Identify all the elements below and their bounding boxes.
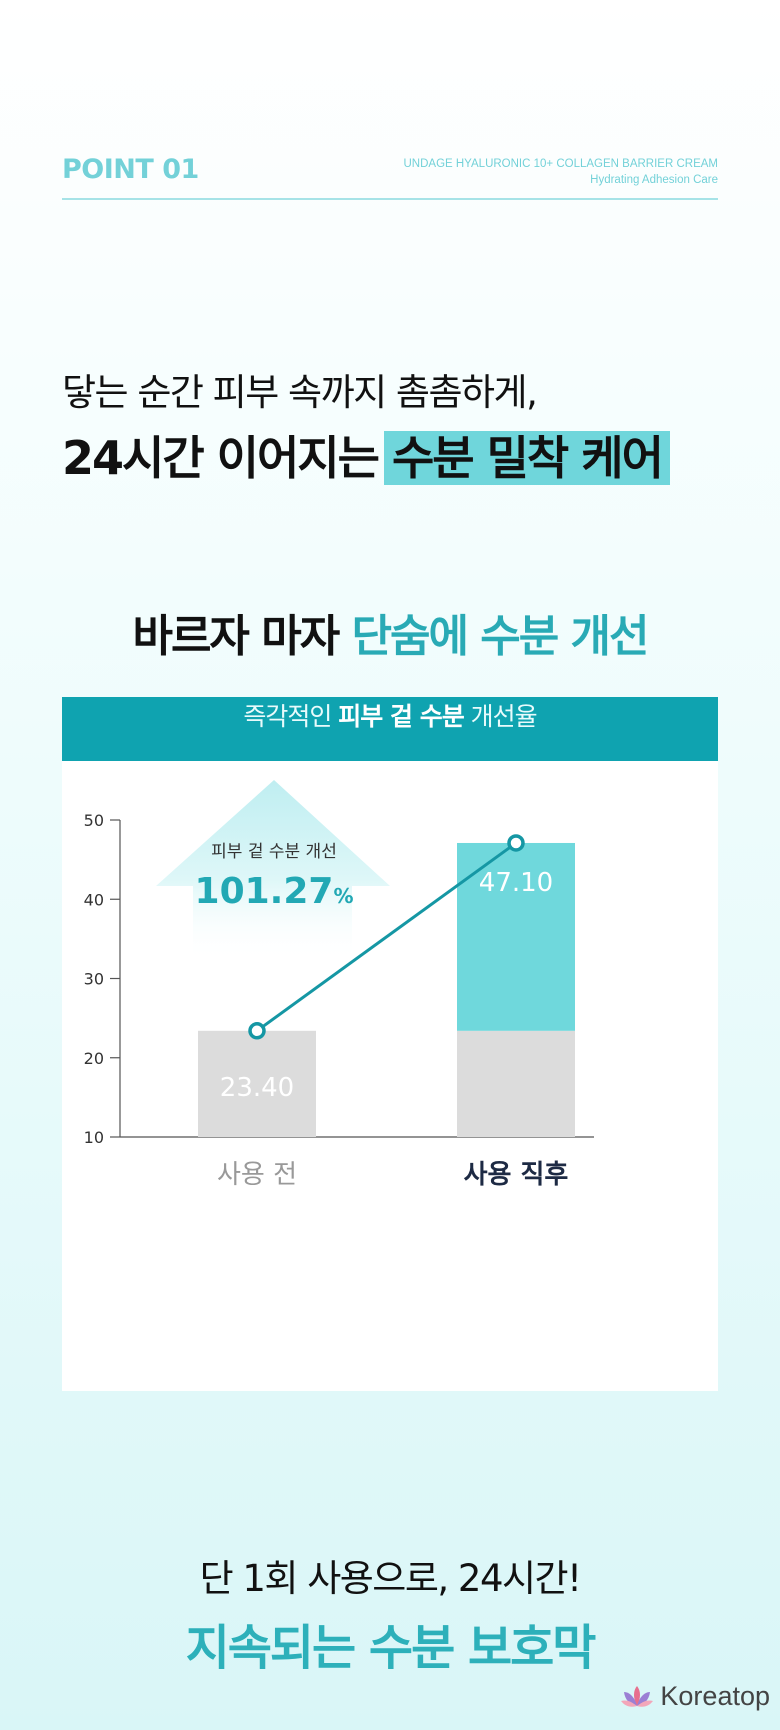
product-info: UNDAGE HYALURONIC 10+ COLLAGEN BARRIER C… [403,156,718,188]
headline-line2: 24시간 이어지는 수분 밀착 케어 [62,422,670,488]
bar-before [198,1030,316,1137]
section-subhead: 바르자 마자 단숨에 수분 개선 [0,600,780,664]
chart-title-bold: 피부 겉 수분 [338,702,464,731]
headline-line1: 닿는 순간 피부 속까지 촘촘하게, [62,371,538,414]
y-tick-label: 40 [84,890,104,909]
y-tick-label: 30 [84,970,104,989]
callout-unit: % [333,884,353,908]
headline-highlight: 수분 밀착 케어 [383,431,670,485]
headline-plain: 24시간 이어지는 [62,431,380,485]
category-labels: 사용 전 사용 직후 [217,1160,568,1190]
point-label: POINT 01 [62,154,199,185]
subhead-teal: 단숨에 수분 개선 [351,611,650,662]
y-tick-label: 10 [84,1128,104,1147]
chart-card: 즉각적인 피부 겉 수분 개선율 피부 겉 수분 개선 101.27% 10 20… [62,697,718,1391]
koreatop-watermark: Koreatop [620,1681,770,1712]
y-tick-label: 20 [84,1049,104,1068]
lotus-icon [621,1685,654,1707]
bars [198,842,575,1137]
product-subtitle: Hydrating Adhesion Care [590,174,718,186]
trend-point-before [248,1022,266,1040]
callout-number: 101.27 [195,871,334,912]
bar-after-increase [457,842,575,1031]
subhead-plain: 바르자 마자 [132,611,340,662]
callout-arrow-shape [156,780,390,961]
value-label-before: 23.40 [220,1073,294,1103]
chart-title-post: 개선율 [470,702,538,731]
product-name: UNDAGE HYALURONIC 10+ COLLAGEN BARRIER C… [403,158,718,170]
value-labels: 23.40 47.10 [220,868,553,1103]
closing-line1: 단 1회 사용으로, 24시간! [199,1557,582,1600]
category-label-after: 사용 직후 [464,1160,569,1190]
point-header: POINT 01 UNDAGE HYALURONIC 10+ COLLAGEN … [62,150,718,200]
chart-title-bar: 즉각적인 피부 겉 수분 개선율 [62,697,718,761]
value-label-after: 47.10 [479,868,553,898]
y-tick-label: 50 [84,811,104,830]
bar-chart: 피부 겉 수분 개선 101.27% 10 20 30 40 50 23.40 47.10… [84,780,594,1190]
closing-line2: 지속되는 수분 보호막 [185,1620,597,1676]
trend-line [248,834,525,1040]
callout-label: 피부 겉 수분 개선 [211,842,337,862]
trend-line-segment [256,841,517,1033]
trend-point-after [507,834,525,852]
watermark-text: Koreatop [660,1681,770,1711]
callout-value: 101.27% [195,871,354,912]
category-label-before: 사용 전 [217,1160,297,1190]
bar-after-base [457,1030,575,1137]
chart-title-pre: 즉각적인 [243,702,332,731]
